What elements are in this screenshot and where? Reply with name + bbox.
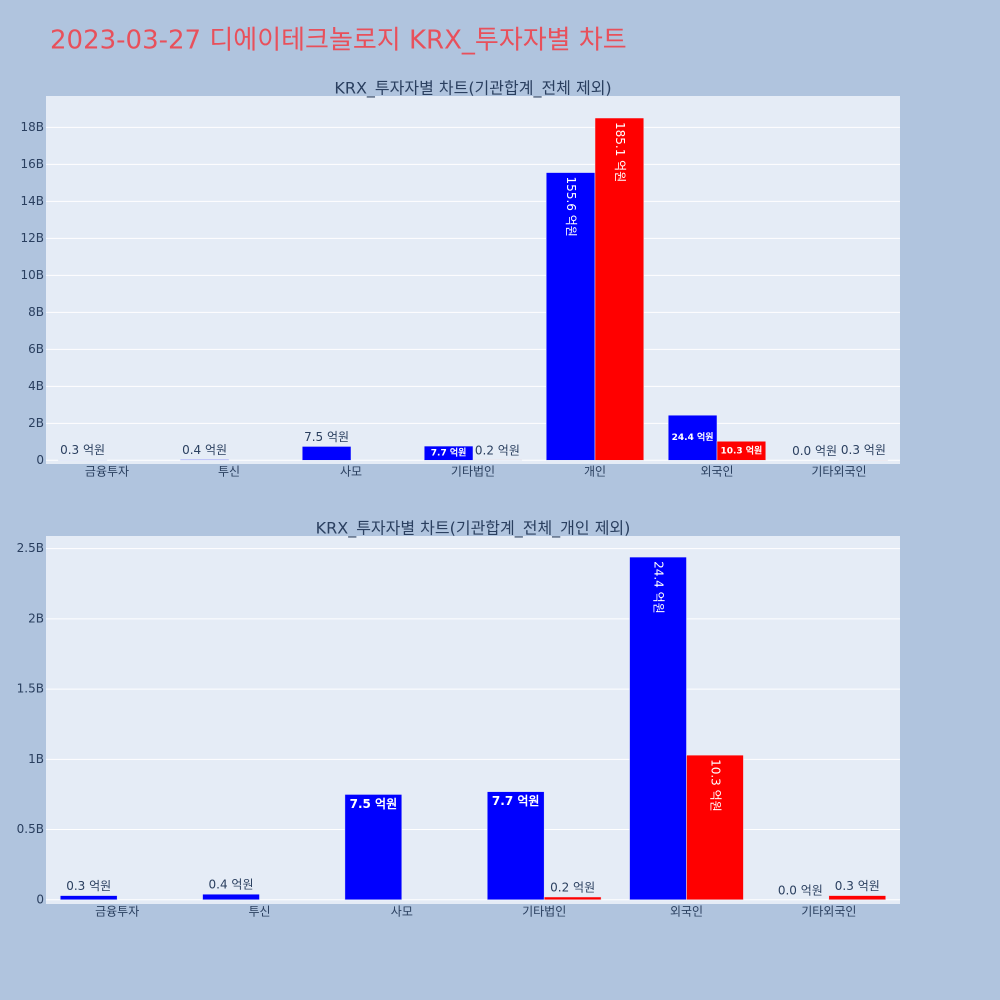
x-tick-label: 외국인 <box>670 905 703 919</box>
value-label: 24.4 억원 <box>652 561 666 614</box>
value-label: 0.3 억원 <box>60 443 105 457</box>
y-tick-label: 1.5B <box>17 682 44 696</box>
value-label: 185.1 억원 <box>613 122 627 182</box>
bar <box>344 794 403 901</box>
value-label: 7.7 억원 <box>431 447 467 459</box>
value-label: 10.3 억원 <box>708 759 722 812</box>
y-tick-label: 18B <box>20 120 44 134</box>
value-label: 24.4 억원 <box>672 431 714 443</box>
y-tick-label: 0.5B <box>17 822 44 836</box>
x-tick-label: 기타외국인 <box>811 465 866 479</box>
value-label: 155.6 억원 <box>564 177 578 237</box>
bar <box>594 117 645 461</box>
value-label: 0.3 억원 <box>835 879 880 893</box>
bar <box>179 459 230 461</box>
x-tick-label: 기타법인 <box>522 905 566 919</box>
bar <box>301 446 352 461</box>
x-tick-label: 외국인 <box>700 465 733 479</box>
y-tick-label: 16B <box>20 157 44 171</box>
x-tick-label: 개인 <box>584 465 606 479</box>
value-label: 7.7 억원 <box>492 794 540 808</box>
bar <box>828 895 887 901</box>
bar <box>686 754 744 901</box>
y-tick-label: 2B <box>28 416 44 430</box>
bar <box>543 896 602 901</box>
bar <box>57 459 108 461</box>
bar <box>59 895 118 901</box>
chart-title: KRX_투자자별 차트(기관합계_전체_개인 제외) <box>316 519 631 539</box>
x-tick-label: 사모 <box>391 905 413 919</box>
value-label: 0.4 억원 <box>209 878 254 892</box>
bar <box>486 791 545 901</box>
bar <box>423 445 474 461</box>
bar <box>629 556 687 901</box>
y-tick-label: 6B <box>28 342 44 356</box>
bar <box>667 414 718 461</box>
y-tick-label: 14B <box>20 194 44 208</box>
value-label: 0.2 억원 <box>475 443 520 457</box>
value-label: 0.3 억원 <box>841 443 886 457</box>
x-tick-label: 투신 <box>248 905 270 919</box>
y-tick-label: 1B <box>28 752 44 766</box>
y-tick-label: 12B <box>20 231 44 245</box>
y-tick-label: 0 <box>36 892 44 906</box>
value-label: 7.5 억원 <box>350 797 398 811</box>
chart-title: KRX_투자자별 차트(기관합계_전체 제외) <box>334 79 611 99</box>
value-label: 10.3 억원 <box>720 444 762 456</box>
bar <box>716 441 767 461</box>
x-tick-label: 투신 <box>218 465 240 479</box>
value-label: 7.5 억원 <box>304 430 349 444</box>
bar <box>838 459 889 461</box>
x-tick-label: 기타외국인 <box>801 905 856 919</box>
value-label: 0.2 억원 <box>550 880 595 894</box>
y-tick-label: 8B <box>28 305 44 319</box>
y-tick-label: 10B <box>20 268 44 282</box>
value-label: 0.0 억원 <box>778 883 823 897</box>
value-label: 0.0 억원 <box>792 444 837 458</box>
x-tick-label: 금융투자 <box>95 905 139 919</box>
plot-area <box>46 96 900 464</box>
plot-area <box>46 536 900 904</box>
x-tick-label: 기타법인 <box>451 465 495 479</box>
bar <box>202 893 260 901</box>
value-label: 0.4 억원 <box>182 443 227 457</box>
page-title: 2023-03-27 디에이테크놀로지 KRX_투자자별 차트 <box>50 26 627 56</box>
y-tick-label: 0 <box>36 453 44 467</box>
bar <box>545 172 596 461</box>
y-tick-label: 2.5B <box>17 541 44 555</box>
value-label: 0.3 억원 <box>66 879 111 893</box>
x-tick-label: 금융투자 <box>85 465 129 479</box>
x-tick-label: 사모 <box>340 465 362 479</box>
y-tick-label: 4B <box>28 379 44 393</box>
y-tick-label: 2B <box>28 611 44 625</box>
